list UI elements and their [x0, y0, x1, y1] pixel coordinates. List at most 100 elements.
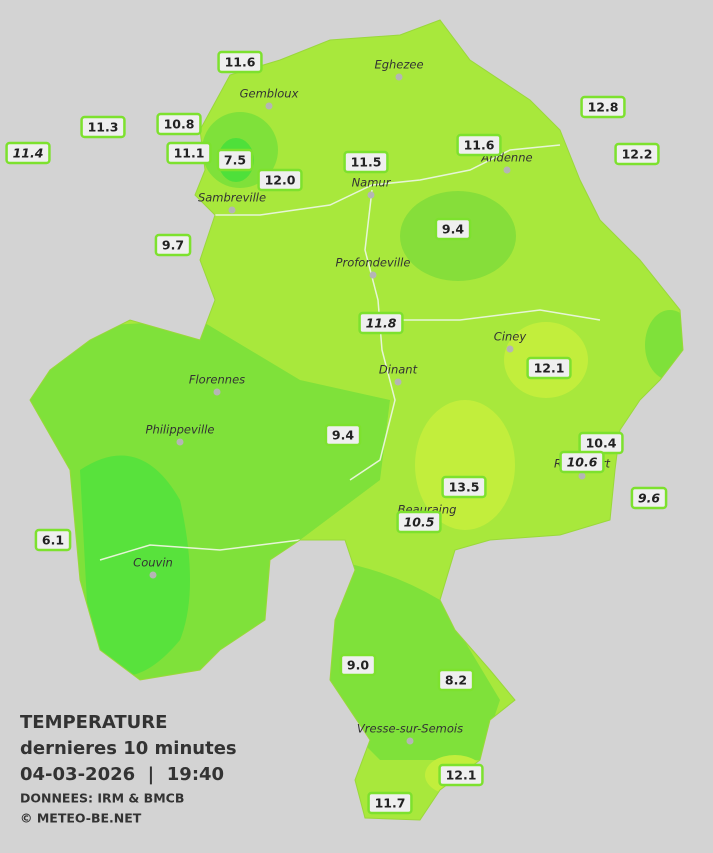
station-value: 11.5 [351, 155, 382, 170]
station-box [358, 311, 404, 335]
station-box [396, 510, 442, 534]
station: 13.5 [441, 475, 487, 499]
station-value: 12.0 [265, 173, 296, 188]
station-value: 10.4 [586, 436, 617, 451]
station-value: 11.4 [13, 146, 44, 161]
station: 11.8 [358, 311, 404, 335]
city-dot [395, 73, 403, 81]
station-value: 7.5 [224, 153, 246, 168]
station: 11.7 [367, 791, 413, 815]
city-label: Philippeville [146, 423, 215, 437]
station-box [559, 450, 605, 474]
station: 12.1 [438, 763, 484, 787]
station-value: 11.7 [375, 796, 406, 811]
station: 9.6 [630, 486, 668, 510]
station: 9.4 [324, 423, 362, 447]
station-box [526, 356, 572, 380]
station: 6.1 [34, 528, 72, 552]
station-box [80, 115, 126, 139]
city-label: Gembloux [240, 87, 299, 101]
city-dot [394, 378, 402, 386]
station-value: 13.5 [449, 480, 480, 495]
station-box [367, 791, 413, 815]
station-value: 12.1 [534, 361, 565, 376]
station-box [456, 133, 502, 157]
station-value: 11.1 [174, 146, 205, 161]
station-box [166, 141, 212, 165]
city-label: Ciney [494, 330, 527, 344]
station-box [343, 150, 389, 174]
city-dot [369, 271, 377, 279]
station-value: 9.4 [332, 428, 354, 443]
station-box [437, 668, 475, 692]
city-dot [176, 438, 184, 446]
station: 11.1 [166, 141, 212, 165]
station-box [217, 50, 263, 74]
station: 11.6 [217, 50, 263, 74]
station: 11.3 [80, 115, 126, 139]
station-box [434, 217, 472, 241]
city-dot [265, 102, 273, 110]
city-dot [506, 345, 514, 353]
station-box [339, 653, 377, 677]
station-value: 6.1 [42, 533, 64, 548]
city-label: Eghezee [374, 58, 423, 72]
station: 11.6 [456, 133, 502, 157]
station-box [216, 148, 254, 172]
station-box [614, 142, 660, 166]
stations: 11.6 11.3 11.4 10.8 11.1 7.5 12.0 9.7 11.5 11.6 12… [5, 50, 668, 815]
station: 12.0 [257, 168, 303, 192]
station: 12.1 [526, 356, 572, 380]
station: 8.2 [437, 668, 475, 692]
city-dot [578, 472, 586, 480]
station-box [154, 233, 192, 257]
station-value: 11.6 [225, 55, 256, 70]
station-value: 8.2 [445, 673, 467, 688]
city-label: Sambreville [198, 191, 266, 205]
station-value: 10.5 [404, 515, 435, 530]
city-label: Florennes [189, 373, 245, 387]
city-dot [149, 571, 157, 579]
station-box [441, 475, 487, 499]
city-dot [213, 388, 221, 396]
station-box [324, 423, 362, 447]
station-box [630, 486, 668, 510]
station: 12.2 [614, 142, 660, 166]
station: 9.7 [154, 233, 192, 257]
city-dot [367, 191, 375, 199]
city-label: Profondeville [336, 256, 411, 270]
station-box [257, 168, 303, 192]
legend-source: DONNEES: IRM & BMCB [20, 791, 184, 806]
station: 10.8 [156, 112, 202, 136]
legend-copyright: © METEO-BE.NET [20, 811, 142, 826]
station-value: 9.6 [638, 491, 660, 506]
station-value: 11.8 [366, 316, 397, 331]
city-dot [503, 166, 511, 174]
station-value: 12.2 [622, 147, 653, 162]
station-value: 9.7 [162, 238, 184, 253]
station: 10.6 [559, 450, 605, 474]
station: 10.5 [396, 510, 442, 534]
city-label: Vresse-sur-Semois [357, 722, 463, 736]
station-box [580, 95, 626, 119]
station: 11.4 [5, 141, 51, 165]
station: 9.4 [434, 217, 472, 241]
city-dot [228, 206, 236, 214]
legend-title: TEMPERATURE [20, 712, 167, 733]
station: 10.4 [578, 431, 624, 455]
station-value: 9.4 [442, 222, 464, 237]
station-value: 12.8 [588, 100, 619, 115]
station-value: 10.8 [164, 117, 195, 132]
station: 11.5 [343, 150, 389, 174]
station-value: 11.3 [88, 120, 119, 135]
city-label: Dinant [379, 363, 418, 377]
city-label: Namur [352, 176, 392, 190]
station-value: 12.1 [446, 768, 477, 783]
station-box [438, 763, 484, 787]
station-value: 11.6 [464, 138, 495, 153]
station-box [156, 112, 202, 136]
city-dot [406, 737, 414, 745]
station-value: 9.0 [347, 658, 369, 673]
station-box [34, 528, 72, 552]
city-label: Couvin [133, 556, 173, 570]
